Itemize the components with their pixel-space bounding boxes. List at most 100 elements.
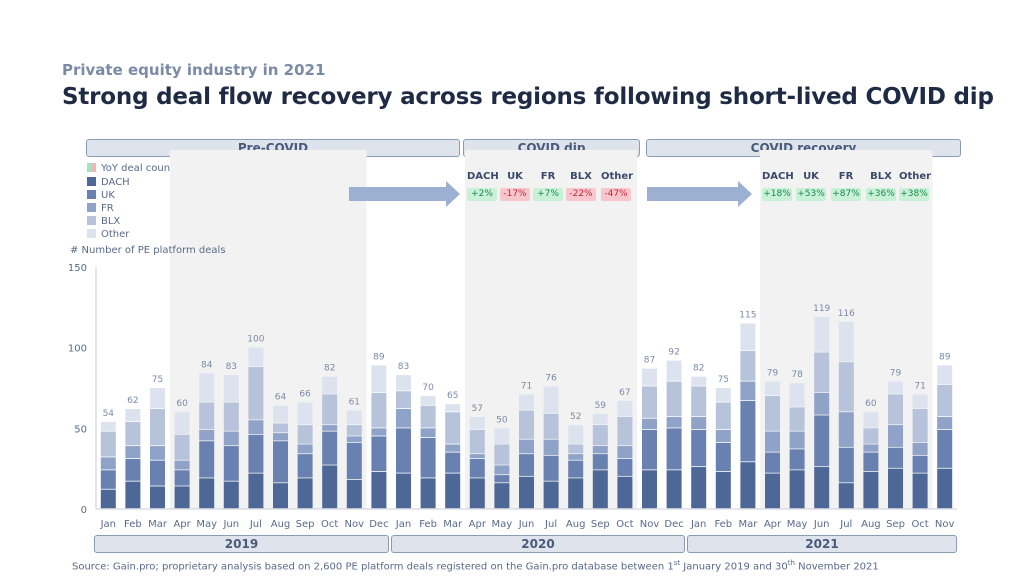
year-2019: 2019 [94,535,389,553]
yoy-dip-head: BLX [570,171,592,182]
bar-segment-blx [789,407,805,431]
bar-segment-other [100,421,116,431]
bar-segment-blx [568,444,584,454]
bar-segment-dach [642,470,657,509]
bar-segment-uk [617,458,633,476]
x-tick-label: Jul [249,519,262,530]
bar-segment-fr [912,442,928,455]
other-swatch-icon [87,229,96,238]
bar-segment-dach [863,471,879,509]
bar-segment-uk [273,441,288,483]
bar-total-label: 71 [521,381,532,391]
x-tick-label: Nov [345,519,365,530]
bar-segment-dach [765,473,780,509]
bar-segment-blx [100,431,116,457]
bar-segment-blx [617,417,633,446]
bar-total-label: 79 [890,369,902,379]
bar-segment-other [223,375,239,402]
bar-segment-other [248,347,264,367]
source-middle: January 2019 and 30 [680,561,788,573]
bar-segment-blx [642,386,657,418]
bar-total-label: 59 [595,401,607,411]
bar-total-label: 115 [739,310,756,320]
bar-total-label: 66 [299,390,311,400]
yoy-recovery-badge: +53% [796,188,826,201]
bar-segment-blx [912,408,928,443]
yoy-dip-head: DACH [467,171,499,182]
bar-segment-fr [519,439,534,454]
year-2020: 2020 [391,535,685,553]
yoy-dip-badge: -22% [566,188,596,201]
x-tick-label: Nov [640,519,660,530]
bar-segment-dach [445,473,461,509]
bar-segment-uk [642,429,657,470]
bar-total-label: 83 [398,362,409,372]
bar-total-label: 65 [447,391,458,401]
bar-segment-blx [150,408,165,446]
bar-segment-blx [494,444,510,465]
bar-segment-dach [396,473,411,509]
x-tick-label: Dec [664,519,683,530]
x-tick-label: Dec [369,519,388,530]
yoy-recovery-badge: +87% [831,188,861,201]
bar-segment-uk [346,442,362,480]
bar-segment-blx [863,428,879,444]
bar-total-label: 76 [545,373,557,383]
bar-segment-uk [150,460,165,486]
bar-segment-other [519,394,534,410]
legend-item-dach: DACH [87,176,130,189]
bar-total-label: 79 [767,369,779,379]
bar-segment-uk [199,441,215,478]
bar-segment-fr [125,446,141,459]
bar-segment-uk [814,415,830,467]
year-2021: 2021 [687,535,957,553]
source-suffix: November 2021 [794,561,879,573]
bar-segment-uk [223,446,239,481]
bar-total-label: 54 [103,409,115,419]
yoy-dip-head: UK [507,171,523,182]
bar-segment-uk [888,447,903,468]
bar-segment-dach [125,481,141,509]
yoy-recovery-head: BLX [870,171,892,182]
bar-segment-fr [642,418,657,430]
bar-total-label: 60 [176,399,188,409]
x-tick-label: Oct [321,519,338,530]
x-tick-label: May [492,519,513,530]
bar-segment-fr [691,417,707,430]
bar-segment-blx [248,367,264,420]
chart-title: Strong deal flow recovery across regions… [62,84,994,110]
bar-segment-uk [519,454,534,476]
x-tick-label: Jun [518,519,535,530]
x-tick-label: Feb [419,519,437,530]
bar-segment-uk [838,447,854,483]
bar-segment-blx [814,352,830,393]
x-tick-label: Nov [935,519,955,530]
yoy-dip-head: Other [601,171,634,182]
bar-segment-other [371,365,387,393]
bar-segment-other [617,400,633,417]
bar-segment-fr [814,392,830,415]
bar-segment-dach [789,470,805,509]
bar-segment-blx [199,402,215,430]
bar-segment-blx [174,434,190,460]
bar-segment-fr [445,444,461,452]
bar-segment-uk [494,475,510,483]
bar-segment-other [125,408,141,422]
bar-total-label: 89 [373,352,385,362]
bar-segment-other [297,402,313,425]
x-tick-label: Jun [813,519,830,530]
bar-segment-fr [789,431,805,449]
bar-segment-fr [765,431,780,452]
arrow-right-icon [349,181,460,207]
bar-segment-fr [199,429,215,441]
legend-label: FR [101,203,114,214]
bar-segment-fr [543,439,559,455]
bar-segment-other [346,410,362,425]
bar-total-label: 71 [914,381,925,391]
bar-total-label: 89 [939,352,951,362]
bar-segment-uk [592,454,608,470]
bar-total-label: 92 [668,348,679,358]
bar-segment-other [592,413,608,425]
bar-segment-dach [912,473,928,509]
bar-segment-other [174,412,190,434]
